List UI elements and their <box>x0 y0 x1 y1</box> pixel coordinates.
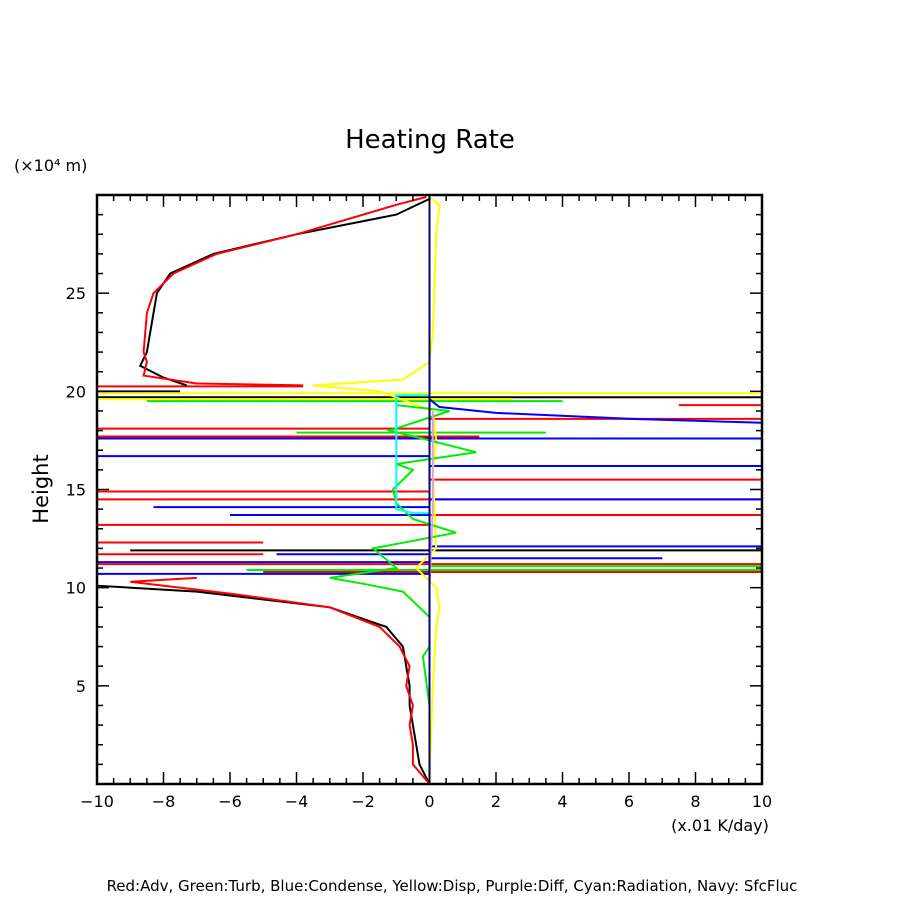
series-adv-upper <box>142 196 427 387</box>
x-ticks: −10 −8 −6 −4 −2 0 2 4 6 8 10 <box>80 195 772 811</box>
x-tick-label: −10 <box>80 792 114 811</box>
x-tick-label: 0 <box>424 792 434 811</box>
x-tick-label: −2 <box>351 792 375 811</box>
y-tick-label: 10 <box>66 579 86 598</box>
x-tick-label: −4 <box>285 792 309 811</box>
y-unit-label: (×10⁴ m) <box>14 156 87 175</box>
x-tick-label: 2 <box>491 792 501 811</box>
x-tick-label: 4 <box>557 792 567 811</box>
series-total <box>96 583 431 785</box>
y-tick-label: 15 <box>66 481 86 500</box>
y-ticks: 5 10 15 20 25 <box>66 213 762 766</box>
chart-title: Heating Rate <box>345 125 515 155</box>
y-tick-label: 5 <box>76 677 86 696</box>
legend-text: Red:Adv, Green:Turb, Blue:Condense, Yell… <box>107 877 798 895</box>
series-adv <box>130 576 431 785</box>
x-tick-label: 8 <box>690 792 700 811</box>
x-tick-label: 10 <box>752 792 772 811</box>
x-tick-label: −6 <box>218 792 242 811</box>
x-tick-label: −8 <box>152 792 176 811</box>
series-radiation <box>395 394 430 515</box>
series-diff <box>428 411 434 588</box>
series-disp <box>313 196 441 785</box>
series-turb <box>329 404 477 706</box>
plot-frame <box>95 193 764 786</box>
series-lines <box>96 195 763 785</box>
y-tick-label: 20 <box>66 382 86 401</box>
y-axis-label: Height <box>29 454 53 523</box>
x-tick-label: 6 <box>624 792 634 811</box>
x-axis-label: (x.01 K/day) <box>671 816 769 835</box>
y-tick-label: 25 <box>66 284 86 303</box>
series-total-upper <box>138 197 430 387</box>
series-condense <box>428 397 763 784</box>
horizontal-spikes <box>97 385 762 575</box>
